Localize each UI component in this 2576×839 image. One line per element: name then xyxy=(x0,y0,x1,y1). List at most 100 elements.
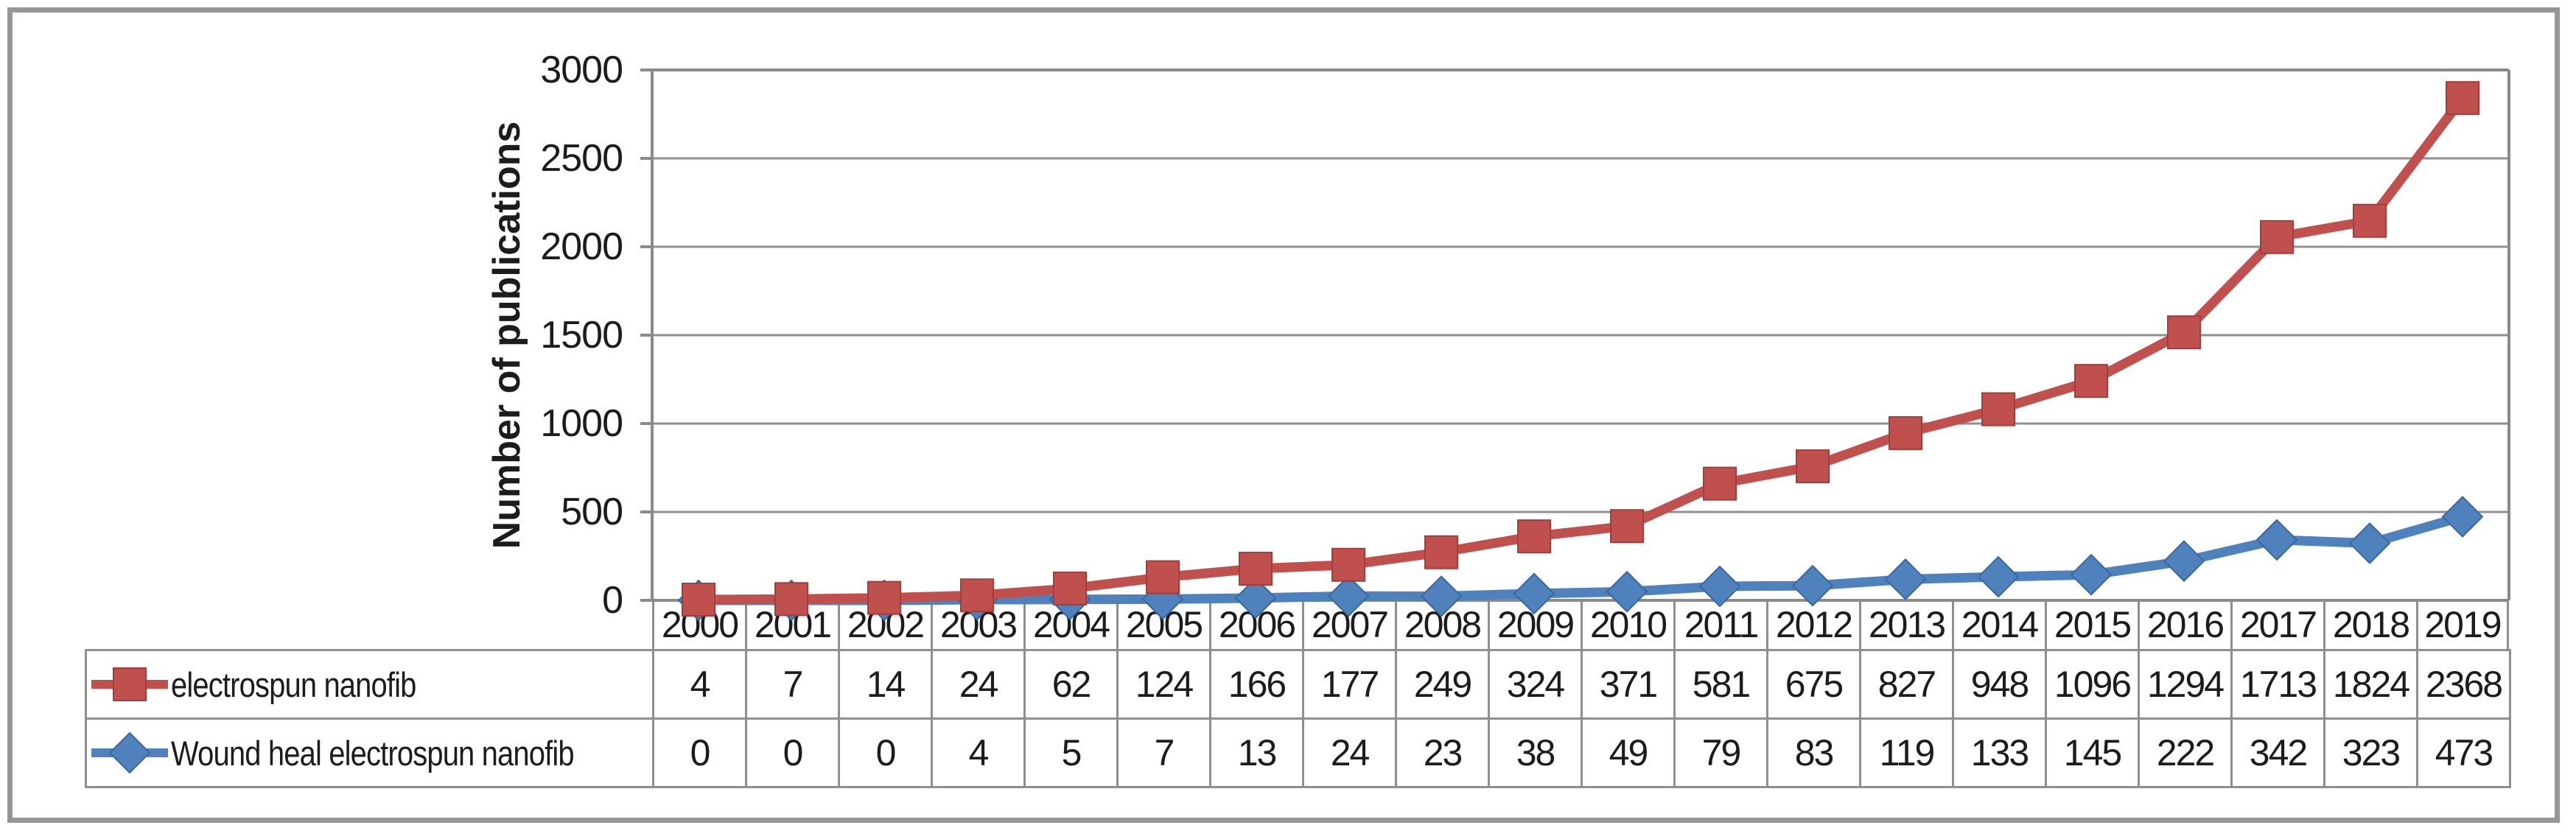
table-value-cell: 83 xyxy=(1766,717,1861,788)
table-value-cell: 371 xyxy=(1581,649,1676,720)
table-row: electrospun nanofib 4 7 14 24 62 124 166 177 249 3… xyxy=(85,649,2511,720)
diamond-marker xyxy=(1513,572,1555,615)
table-value-cell: 62 xyxy=(1023,649,1119,720)
table-value-cell: 324 xyxy=(1488,649,1583,720)
table-value-cell: 13 xyxy=(1209,717,1304,788)
diamond-marker xyxy=(1606,570,1648,613)
y-tick-label: 3000 xyxy=(540,49,623,91)
table-value-cell: 24 xyxy=(931,649,1026,720)
square-marker xyxy=(2353,203,2387,238)
year-header-cell: 2010 xyxy=(1581,600,1673,649)
legend-cell-series-1: Wound heal electrospun nanofib xyxy=(85,717,654,788)
table-value-cell: 145 xyxy=(2045,717,2140,788)
year-header-cell: 2011 xyxy=(1673,600,1766,649)
square-marker xyxy=(1796,449,1830,484)
table-value-cell: 581 xyxy=(1673,649,1768,720)
year-header-cell: 2013 xyxy=(1859,600,1952,649)
legend-series-label: Wound heal electrospun nanofib xyxy=(171,733,575,773)
diamond-marker xyxy=(1698,565,1741,608)
legend-cell-series-0: electrospun nanofib xyxy=(85,649,654,720)
y-tick-label: 500 xyxy=(561,491,623,533)
table-value-cell: 124 xyxy=(1116,649,1211,720)
table-value-cell: 14 xyxy=(838,649,933,720)
square-marker xyxy=(960,578,994,613)
table-value-cell: 4 xyxy=(931,717,1026,788)
table-value-cell: 1824 xyxy=(2323,649,2418,720)
square-marker xyxy=(2167,315,2201,350)
square-marker xyxy=(1889,415,1922,450)
table-value-cell: 827 xyxy=(1859,649,1954,720)
diamond-marker xyxy=(1327,575,1370,617)
plot-area xyxy=(640,69,2510,622)
table-value-cell: 0 xyxy=(652,717,747,788)
x-axis-year-header-row: 2000 2001 2002 2003 2004 2005 2006 2007 2008 2009… xyxy=(652,600,2509,649)
year-header-cell: 2014 xyxy=(1952,600,2045,649)
square-marker xyxy=(2446,81,2479,116)
square-marker xyxy=(1610,509,1644,544)
table-row: Wound heal electrospun nanofib 0 0 0 4 5 7 13 24… xyxy=(85,717,2511,788)
square-marker xyxy=(1517,519,1551,554)
diamond-marker xyxy=(2348,522,2391,564)
diamond-marker xyxy=(1977,555,2020,598)
table-value-cell: 7 xyxy=(745,649,840,720)
table-value-cell: 177 xyxy=(1302,649,1397,720)
legend-square-marker-icon xyxy=(91,667,168,701)
square-marker xyxy=(1331,547,1365,582)
table-value-cell: 24 xyxy=(1302,717,1397,788)
table-value-cell: 49 xyxy=(1581,717,1676,788)
table-value-cell: 342 xyxy=(2230,717,2325,788)
square-marker xyxy=(774,582,808,617)
table-value-cell: 0 xyxy=(745,717,840,788)
year-header-cell: 2017 xyxy=(2230,600,2323,649)
table-value-cell: 323 xyxy=(2323,717,2418,788)
table-value-cell: 38 xyxy=(1488,717,1583,788)
y-tick-label: 2500 xyxy=(540,137,623,180)
legend-diamond-marker-icon xyxy=(91,731,168,774)
year-header-cell: 2015 xyxy=(2045,600,2138,649)
diamond-marker xyxy=(2163,540,2205,583)
table-value-cell: 0 xyxy=(838,717,933,788)
square-marker xyxy=(1981,392,2015,426)
year-header-cell: 2019 xyxy=(2416,600,2509,649)
table-value-cell: 7 xyxy=(1116,717,1211,788)
table-value-cell: 79 xyxy=(1673,717,1768,788)
table-value-cell: 1294 xyxy=(2138,649,2233,720)
y-tick-label: 1000 xyxy=(540,402,623,445)
y-tick-label: 1500 xyxy=(540,314,623,357)
table-value-cell: 1713 xyxy=(2230,649,2325,720)
table-value-cell: 473 xyxy=(2416,717,2511,788)
square-marker xyxy=(1703,466,1737,501)
table-value-cell: 166 xyxy=(1209,649,1304,720)
legend-series-label: electrospun nanofib xyxy=(171,664,416,704)
square-marker xyxy=(2074,364,2108,399)
table-value-cell: 675 xyxy=(1766,649,1861,720)
table-value-cell: 1096 xyxy=(2045,649,2140,720)
diamond-marker xyxy=(1884,558,1927,600)
square-marker xyxy=(1146,560,1180,594)
table-value-cell: 119 xyxy=(1859,717,1954,788)
year-header-cell: 2016 xyxy=(2138,600,2230,649)
square-marker xyxy=(1239,552,1273,586)
table-value-cell: 4 xyxy=(652,649,747,720)
diamond-marker xyxy=(1420,575,1463,617)
table-value-cell: 222 xyxy=(2138,717,2233,788)
table-value-cell: 249 xyxy=(1395,649,1490,720)
y-tick-label: 0 xyxy=(602,579,623,622)
diamond-marker xyxy=(1234,577,1277,619)
table-value-cell: 5 xyxy=(1023,717,1119,788)
table-value-cell: 948 xyxy=(1952,649,2047,720)
diamond-marker xyxy=(2255,519,2298,561)
square-marker xyxy=(682,583,715,617)
diamond-marker xyxy=(2070,553,2113,596)
table-value-cell: 2368 xyxy=(2416,649,2511,720)
diamond-marker xyxy=(2441,496,2484,538)
y-tick-label: 2000 xyxy=(540,225,623,268)
data-table: electrospun nanofib 4 7 14 24 62 124 166 177 249 3… xyxy=(85,649,2511,788)
table-value-cell: 133 xyxy=(1952,717,2047,788)
square-marker xyxy=(2260,220,2294,254)
year-header-cell: 2012 xyxy=(1766,600,1859,649)
year-header-cell: 2018 xyxy=(2323,600,2416,649)
table-value-cell: 23 xyxy=(1395,717,1490,788)
square-marker xyxy=(1424,535,1458,569)
square-marker xyxy=(867,580,901,615)
